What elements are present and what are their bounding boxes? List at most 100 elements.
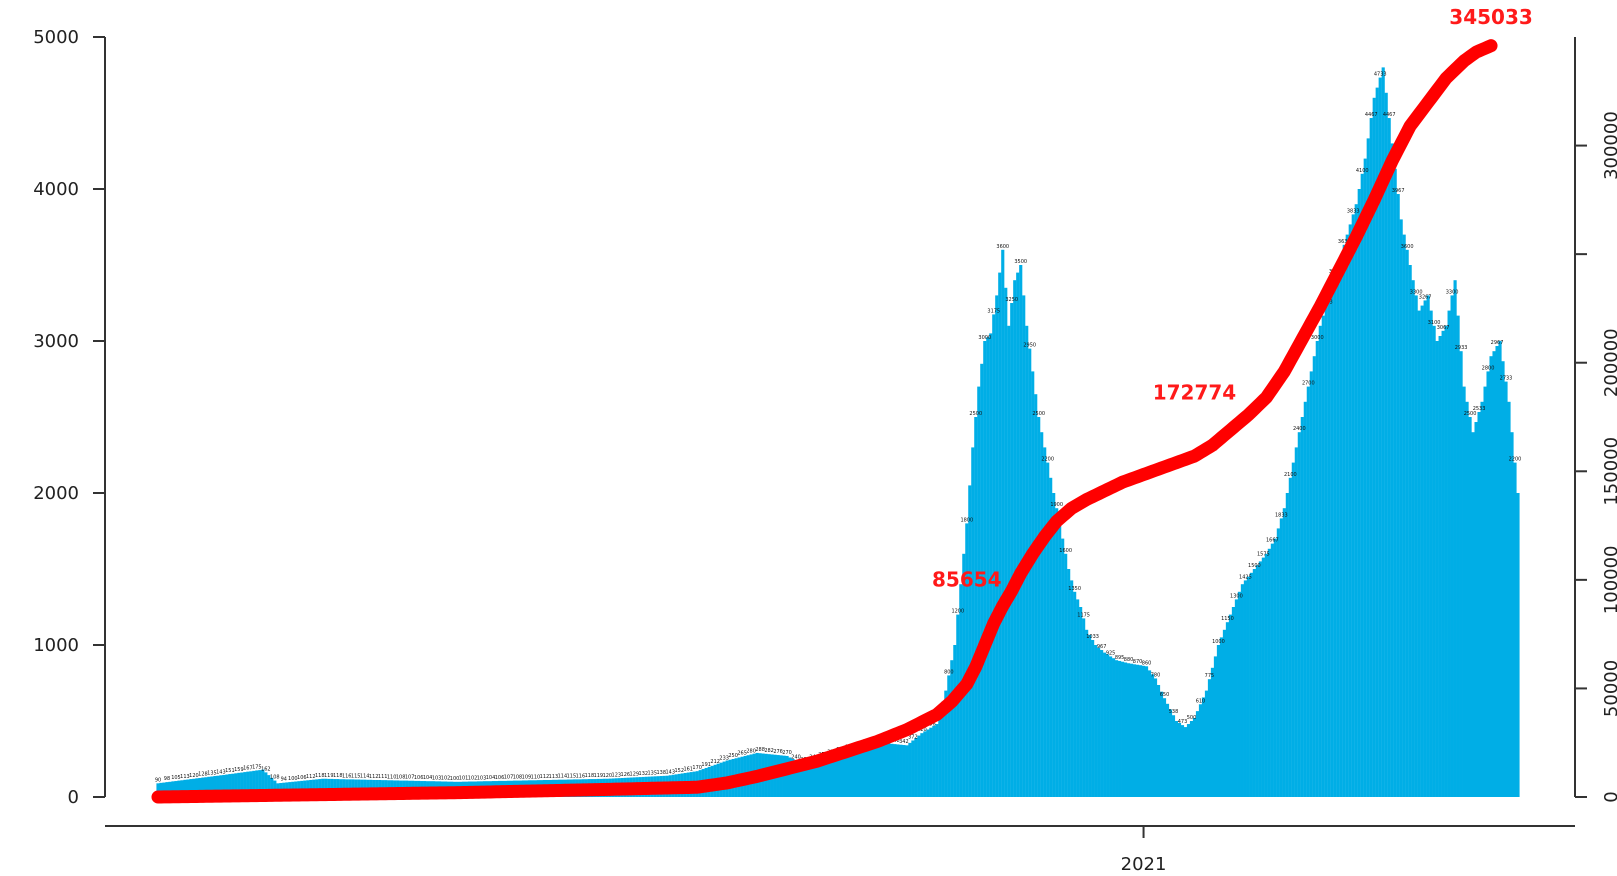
daily-bar-label: 895 — [1115, 655, 1125, 661]
daily-bar — [1486, 371, 1490, 797]
daily-bar — [195, 778, 199, 797]
daily-bar-label: 1350 — [1068, 586, 1081, 592]
daily-bar-label: 106 — [297, 775, 307, 781]
daily-bar — [1207, 679, 1212, 797]
daily-bar-label: 4467 — [1365, 112, 1378, 118]
daily-bar-label: 1900 — [1050, 502, 1063, 508]
daily-bar-label: 116 — [342, 773, 352, 779]
daily-bar — [1061, 538, 1065, 797]
daily-bar — [246, 771, 250, 797]
daily-bar — [941, 701, 945, 797]
daily-bar — [857, 747, 861, 797]
daily-bar-label: 870 — [1133, 659, 1143, 665]
daily-bar — [977, 386, 981, 797]
right-axis-tick-label: 150000 — [1601, 437, 1617, 506]
daily-bar — [174, 781, 178, 797]
daily-bar — [1294, 447, 1298, 797]
daily-bar-label: 102 — [441, 776, 451, 782]
daily-bar — [1507, 401, 1511, 797]
daily-bar-label: 110 — [531, 774, 541, 780]
daily-bar — [899, 744, 903, 797]
daily-bar — [1453, 280, 1457, 797]
daily-bar-label: 129 — [630, 771, 640, 777]
daily-bar-label: 3000 — [1311, 335, 1324, 341]
daily-bar-label: 108 — [396, 775, 406, 781]
daily-bar — [162, 782, 166, 797]
daily-bar-label: 2533 — [1473, 406, 1486, 412]
daily-bar — [1339, 254, 1343, 797]
daily-bar — [1447, 310, 1451, 797]
daily-bar — [1456, 315, 1460, 797]
daily-bar-label: 108 — [513, 775, 523, 781]
daily-bar — [216, 775, 220, 797]
daily-bar-label: 167 — [243, 766, 253, 772]
daily-bars — [156, 67, 1520, 798]
daily-bar-label: 500 — [1187, 715, 1197, 721]
daily-bar — [1097, 647, 1101, 797]
daily-bar — [980, 363, 984, 797]
daily-bar — [1459, 351, 1463, 797]
daily-bar — [315, 779, 319, 797]
daily-bar — [1399, 219, 1403, 797]
daily-bar — [1022, 295, 1026, 797]
daily-bar — [1495, 346, 1499, 797]
daily-bar — [1198, 704, 1203, 797]
daily-bar — [914, 738, 918, 797]
daily-bar — [851, 749, 855, 797]
daily-bar — [1288, 477, 1292, 797]
daily-bar-label: 2733 — [1500, 376, 1513, 382]
daily-bar-label: 342 — [899, 739, 909, 745]
daily-bar — [824, 757, 828, 797]
daily-bar — [1258, 561, 1262, 797]
daily-bar — [1267, 548, 1271, 797]
daily-bar-label: 800 — [944, 669, 954, 675]
daily-bar-label: 1150 — [1221, 616, 1234, 622]
daily-bar-label: 115 — [351, 774, 361, 780]
cumulative-annotation: 172774 — [1153, 381, 1237, 405]
daily-bar — [1010, 303, 1014, 797]
daily-bar-label: 94 — [281, 777, 287, 783]
daily-bar-label: 104 — [423, 775, 433, 781]
daily-bar-label: 2800 — [1482, 365, 1495, 371]
daily-bar — [1118, 660, 1122, 797]
daily-bar — [1213, 656, 1218, 797]
left-axis-tick-label: 4000 — [33, 179, 79, 200]
daily-bar — [222, 774, 226, 797]
daily-bar — [1112, 658, 1116, 797]
daily-bar — [902, 745, 906, 797]
daily-bar — [273, 780, 277, 797]
daily-bar — [1492, 351, 1496, 797]
daily-bar-label: 113 — [549, 774, 559, 780]
daily-bar-label: 3000 — [978, 335, 991, 341]
daily-bar — [791, 759, 795, 797]
daily-bar — [905, 745, 909, 797]
daily-bar — [1183, 727, 1188, 797]
daily-bar — [1429, 310, 1433, 797]
daily-bar — [950, 660, 954, 797]
daily-bar-label: 1033 — [1086, 634, 1099, 640]
daily-bar-label: 3250 — [1005, 297, 1018, 303]
daily-bar — [231, 773, 235, 797]
right-axis-tick-label: 300000 — [1601, 111, 1617, 180]
daily-bar-label: 265 — [737, 751, 747, 757]
daily-bar — [159, 782, 163, 797]
left-axis-tick-label: 0 — [68, 787, 79, 808]
daily-bar — [1121, 661, 1125, 797]
daily-bar — [875, 742, 879, 797]
daily-bar-label: 151 — [225, 768, 235, 774]
daily-bar-label: 112 — [306, 774, 316, 780]
daily-bar — [1402, 234, 1406, 798]
daily-bar — [1031, 371, 1035, 797]
daily-bar — [1231, 607, 1235, 797]
daily-bar — [884, 743, 888, 797]
daily-bar — [944, 690, 948, 797]
daily-bar — [1150, 674, 1155, 797]
daily-bar-label: 372 — [908, 734, 918, 740]
daily-bar-label: 135 — [207, 770, 217, 776]
daily-bar — [261, 769, 265, 797]
daily-bar — [270, 777, 274, 797]
daily-bar — [890, 743, 894, 797]
daily-bar — [1273, 538, 1277, 797]
daily-bar — [1007, 325, 1011, 797]
daily-bar-label: 1600 — [1059, 548, 1072, 554]
